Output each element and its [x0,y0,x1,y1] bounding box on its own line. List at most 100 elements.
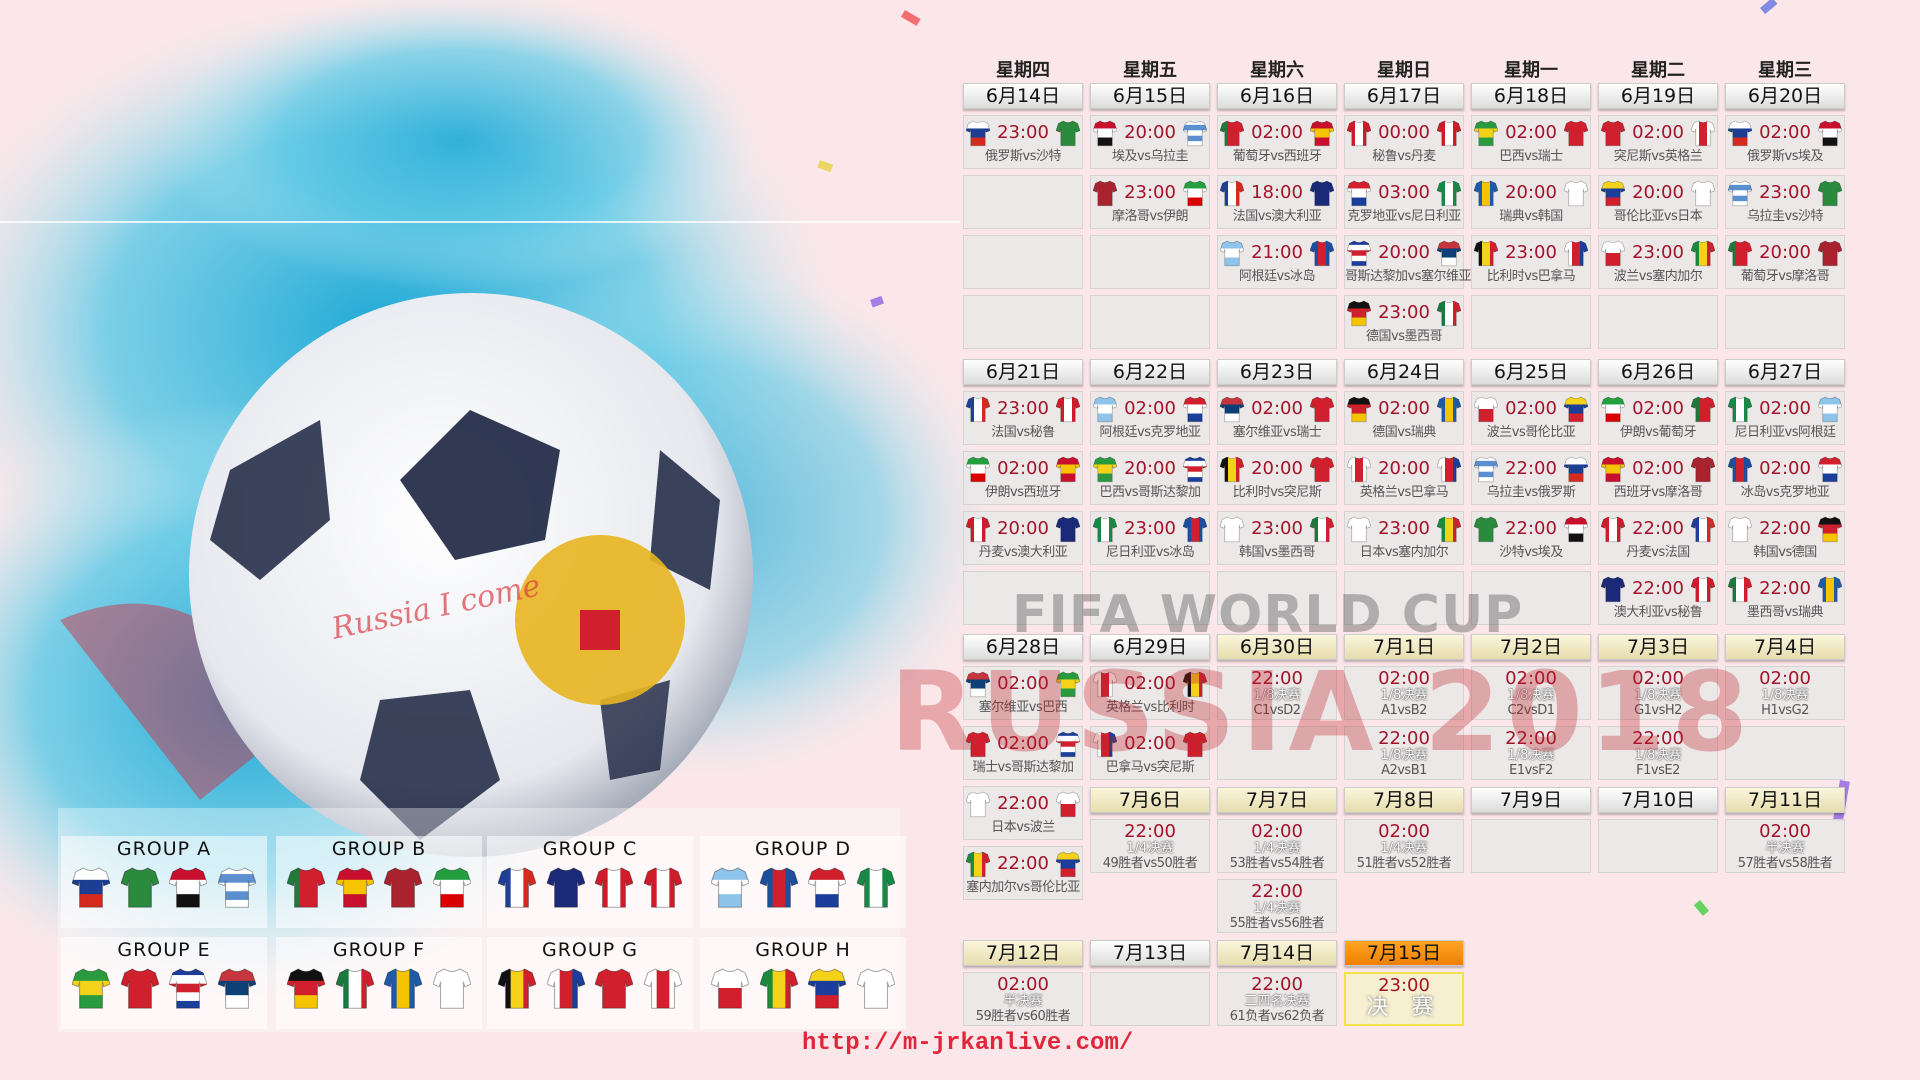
knockout-match-cell[interactable]: 22:00 1/8决赛 E1vsF2 [1471,726,1591,780]
match-time: 23:00 [1124,517,1176,539]
match-cell[interactable]: 23:00 比利时vs巴拿马 [1471,235,1591,289]
match-teams: 塞尔维亚vs巴西 [978,700,1068,715]
website-link[interactable]: http://m-jrkanlive.com/ [802,1030,1134,1057]
match-cell[interactable]: 20:00 巴西vs哥斯达黎加 [1090,451,1210,505]
match-time: 20:00 [1759,241,1811,263]
knockout-match-cell[interactable]: 02:00 1/4决赛 53胜者vs54胜者 [1217,819,1337,873]
match-cell[interactable]: 02:00 塞尔维亚vs巴西 [963,666,1083,720]
match-cell[interactable]: 23:00 德国vs墨西哥 [1344,295,1464,349]
day-column: 6月24日 02:00 德国vs瑞典 20:00 英格兰vs巴拿马 23:00 日本vs塞内… [1344,359,1464,625]
match-cell[interactable]: 20:00 哥斯达黎加vs塞尔维亚 [1344,235,1471,289]
match-cell[interactable]: 21:00 阿根廷vs冰岛 [1217,235,1337,289]
final-match-cell[interactable]: 23:00 决 赛 [1344,972,1464,1026]
match-cell[interactable]: 02:00 塞尔维亚vs瑞士 [1217,391,1337,445]
match-cell[interactable]: 23:00 摩洛哥vs伊朗 [1090,175,1210,229]
jersey-icon-AUS [1310,180,1334,206]
match-cell[interactable]: 20:00 哥伦比亚vs日本 [1598,175,1718,229]
match-cell[interactable]: 02:00 尼日利亚vs阿根廷 [1725,391,1845,445]
knockout-match-cell[interactable]: 02:00 1/8决赛 A1vsB2 [1344,666,1464,720]
knockout-match-cell[interactable]: 02:00 1/8决赛 C2vsD1 [1471,666,1591,720]
knockout-match-cell[interactable]: 02:00 1/8决赛 H1vsG2 [1725,666,1845,720]
match-cell[interactable]: 02:00 冰岛vs克罗地亚 [1725,451,1845,505]
match-cell[interactable]: 23:00 日本vs塞内加尔 [1344,511,1464,565]
match-cell[interactable]: 20:00 丹麦vs澳大利亚 [963,511,1083,565]
match-cell[interactable]: 02:00 西班牙vs摩洛哥 [1598,451,1718,505]
match-cell[interactable]: 22:00 塞内加尔vs哥伦比亚 [963,846,1083,900]
match-cell[interactable]: 22:00 沙特vs埃及 [1471,511,1591,565]
match-time: 22:00 [1632,517,1684,539]
empty-slot [963,175,1083,229]
jersey-icon-DEN [1437,120,1461,146]
match-cell[interactable]: 23:00 尼日利亚vs冰岛 [1090,511,1210,565]
match-cell[interactable]: 20:00 葡萄牙vs摩洛哥 [1725,235,1845,289]
match-cell[interactable]: 23:00 韩国vs墨西哥 [1217,511,1337,565]
knockout-match-cell[interactable]: 02:00 1/8决赛 G1vsH2 [1598,666,1718,720]
match-cell[interactable]: 02:00 伊朗vs葡萄牙 [1598,391,1718,445]
match-cell[interactable]: 23:00 波兰vs塞内加尔 [1598,235,1718,289]
match-cell[interactable]: 02:00 葡萄牙vs西班牙 [1217,115,1337,169]
jersey-icon-KSA [1818,180,1842,206]
match-cell[interactable]: 02:00 英格兰vs比利时 [1090,666,1210,720]
match-time: 02:00 [1124,672,1176,694]
match-cell[interactable]: 20:00 比利时vs突尼斯 [1217,451,1337,505]
group-title: GROUP G [541,939,638,961]
match-teams: 冰岛vs克罗地亚 [1740,485,1830,500]
knockout-match-cell[interactable]: 22:00 三四名决赛 61负者vs62负者 [1217,972,1337,1026]
match-cell[interactable]: 02:00 巴拿马vs突尼斯 [1090,726,1210,780]
day-column: 7月8日 02:00 1/4决赛 51胜者vs52胜者 [1344,787,1464,873]
knockout-match-cell[interactable]: 22:00 1/4决赛 55胜者vs56胜者 [1217,879,1337,933]
day-column: 7月11日 02:00 半决赛 57胜者vs58胜者 [1725,787,1845,873]
match-cell[interactable]: 22:00 韩国vs德国 [1725,511,1845,565]
match-cell[interactable]: 03:00 克罗地亚vs尼日利亚 [1344,175,1464,229]
match-teams: 英格兰vs巴拿马 [1359,485,1449,500]
empty-slot [1471,819,1591,873]
match-cell[interactable]: 02:00 瑞士vs哥斯达黎加 [963,726,1083,780]
match-stage: 1/4决赛 [1126,841,1174,856]
day-column: 7月14日 22:00 三四名决赛 61负者vs62负者 [1217,940,1337,1026]
match-cell[interactable]: 22:00 澳大利亚vs秘鲁 [1598,571,1718,625]
match-cell[interactable]: 02:00 伊朗vs西班牙 [963,451,1083,505]
match-teams: 澳大利亚vs秘鲁 [1613,605,1703,620]
match-cell[interactable]: 02:00 阿根廷vs克罗地亚 [1090,391,1210,445]
match-teams: 墨西哥vs瑞典 [1747,605,1823,620]
match-cell[interactable]: 23:00 俄罗斯vs沙特 [963,115,1083,169]
match-cell[interactable]: 22:00 丹麦vs法国 [1598,511,1718,565]
match-cell[interactable]: 20:00 英格兰vs巴拿马 [1344,451,1464,505]
match-cell[interactable]: 02:00 巴西vs瑞士 [1471,115,1591,169]
knockout-match-cell[interactable]: 02:00 半决赛 57胜者vs58胜者 [1725,819,1845,873]
match-cell[interactable]: 22:00 墨西哥vs瑞典 [1725,571,1845,625]
knockout-match-cell[interactable]: 22:00 1/8决赛 C1vsD2 [1217,666,1337,720]
jersey-icon-EGY [1818,120,1842,146]
match-stage: 1/8决赛 [1761,688,1809,703]
match-cell[interactable]: 00:00 秘鲁vs丹麦 [1344,115,1464,169]
knockout-match-cell[interactable]: 02:00 1/4决赛 51胜者vs52胜者 [1344,819,1464,873]
match-cell[interactable]: 02:00 德国vs瑞典 [1344,391,1464,445]
match-cell[interactable]: 22:00 日本vs波兰 [963,786,1083,840]
match-cell[interactable]: 02:00 突尼斯vs英格兰 [1598,115,1718,169]
jersey-icon-SWE [1437,396,1461,422]
match-cell[interactable]: 02:00 俄罗斯vs埃及 [1725,115,1845,169]
day-column: 7月15日 23:00 决 赛 [1344,940,1464,1026]
match-cell[interactable]: 20:00 瑞典vs韩国 [1471,175,1591,229]
jersey-icon-FRA [966,396,990,422]
knockout-match-cell[interactable]: 22:00 1/8决赛 A2vsB1 [1344,726,1464,780]
match-cell[interactable]: 23:00 乌拉圭vs沙特 [1725,175,1845,229]
match-time: 23:00 [1378,301,1430,323]
match-time: 02:00 [997,457,1049,479]
match-cell[interactable]: 22:00 乌拉圭vs俄罗斯 [1471,451,1591,505]
match-time: 20:00 [1378,457,1430,479]
match-cell[interactable]: 20:00 埃及vs乌拉圭 [1090,115,1210,169]
date-header: 7月11日 [1725,787,1845,813]
knockout-match-cell[interactable]: 02:00 半决赛 59胜者vs60胜者 [963,972,1083,1026]
match-cell[interactable]: 23:00 法国vs秘鲁 [963,391,1083,445]
date-header: 7月7日 [1217,787,1337,813]
knockout-match-cell[interactable]: 22:00 1/4决赛 49胜者vs50胜者 [1090,819,1210,873]
match-teams: 突尼斯vs英格兰 [1613,149,1703,164]
match-stage: 1/4决赛 [1380,841,1428,856]
match-cell[interactable]: 02:00 波兰vs哥伦比亚 [1471,391,1591,445]
match-teams: 瑞士vs哥斯达黎加 [972,760,1074,775]
match-cell[interactable]: 18:00 法国vs澳大利亚 [1217,175,1337,229]
jersey-icon-GER [1818,516,1842,542]
knockout-match-cell[interactable]: 22:00 1/8决赛 F1vsE2 [1598,726,1718,780]
jersey-icon-CRC [169,968,208,1009]
